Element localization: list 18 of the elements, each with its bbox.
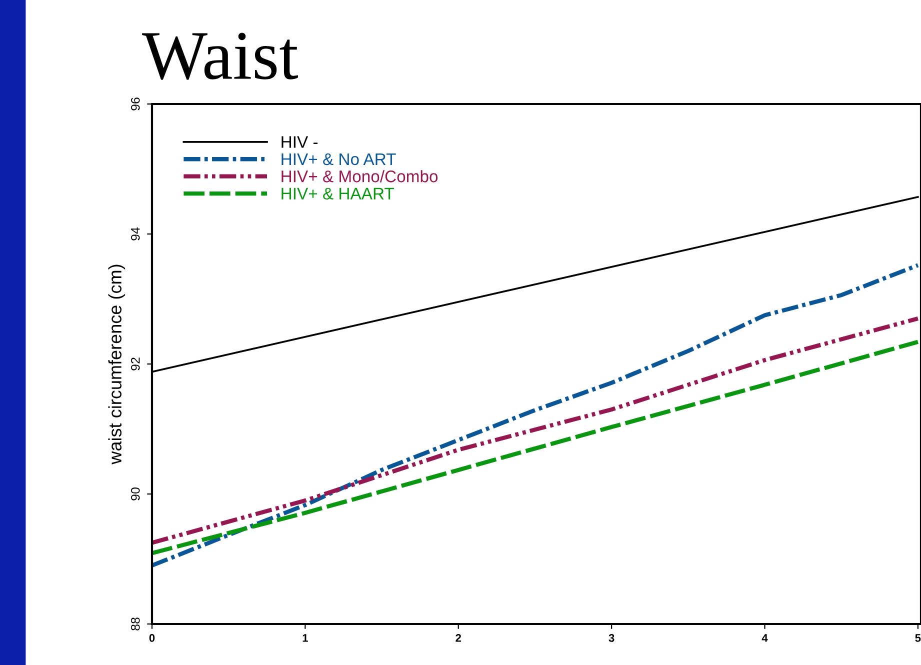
text: HIV - [282, 136, 318, 148]
y-tick-label: 96 [130, 98, 140, 110]
y-axis-title: waist circumference (cm) [108, 264, 126, 464]
y-tick-label: 88 [130, 618, 140, 630]
line-series [152, 263, 920, 568]
text: HIV+ & No ART [282, 153, 396, 166]
chart-title: Waist [142, 32, 298, 80]
text: HIV+ & Mono/Combo [282, 170, 438, 182]
y-tick-label: 94 [130, 227, 140, 240]
x-tick-label: 2 [456, 634, 462, 642]
x-tick-label: 1 [302, 634, 308, 642]
x-tick-label: 0 [149, 634, 155, 642]
y-tick-label: 90 [130, 488, 140, 500]
text: HIV+ & HAART [282, 188, 394, 200]
x-tick-label: 5 [915, 634, 921, 642]
y-tick-label: 92 [130, 358, 140, 370]
x-tick-label: 4 [762, 634, 768, 642]
x-tick-label: 3 [608, 634, 614, 642]
